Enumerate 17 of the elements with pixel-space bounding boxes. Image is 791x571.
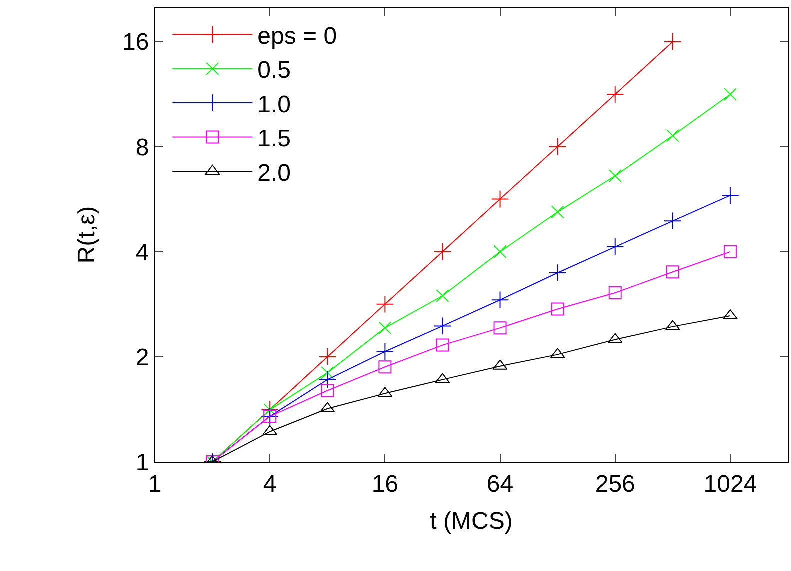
- legend-label: 2.0: [258, 160, 292, 187]
- y-tick-label: 16: [122, 29, 150, 56]
- legend-label: 0.5: [258, 57, 292, 84]
- legend-label: 1.0: [258, 91, 292, 118]
- x-axis-title: t (MCS): [430, 508, 513, 536]
- legend-label: eps = 0: [258, 23, 338, 50]
- y-tick-label: 2: [136, 344, 150, 372]
- x-tick-label: 64: [486, 470, 514, 498]
- y-tick-label: 8: [136, 134, 150, 162]
- x-tick-label: 16: [372, 470, 399, 498]
- y-axis-title: R(t,ε): [74, 206, 101, 264]
- y-tick-label: 4: [136, 239, 150, 266]
- x-tick-label: 4: [263, 470, 277, 498]
- y-tick-label: 1: [136, 449, 150, 476]
- x-tick-label: 1024: [704, 470, 758, 498]
- legend-label: 1.5: [258, 126, 292, 153]
- x-tick-label: 256: [595, 470, 636, 498]
